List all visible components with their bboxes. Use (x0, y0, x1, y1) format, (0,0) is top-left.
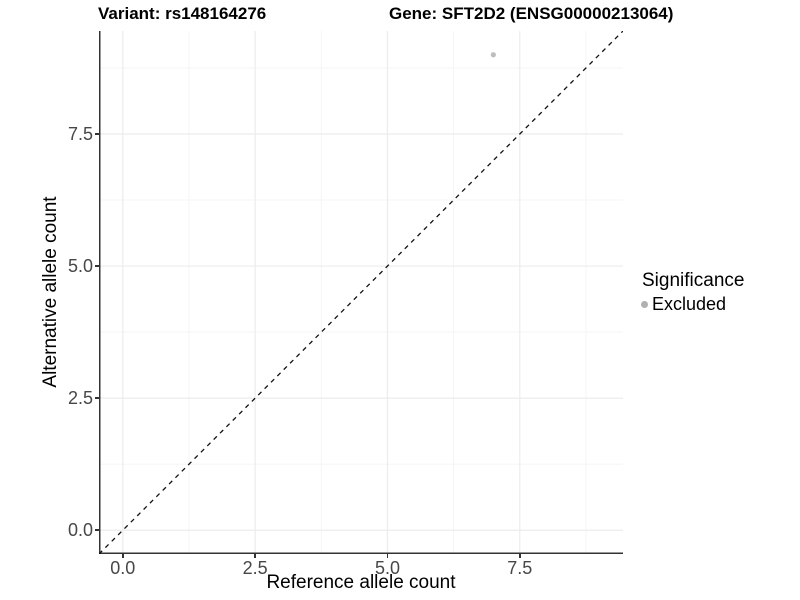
x-tick-label: 7.5 (507, 558, 533, 578)
x-tick-mark (122, 554, 124, 558)
x-tick-mark (519, 554, 521, 558)
legend-title: Significance (642, 270, 745, 291)
y-tick-label: 7.5 (67, 124, 93, 144)
plot-title-variant: Variant: rs148164276 (98, 4, 267, 23)
legend-item-label: Excluded (652, 294, 727, 314)
x-tick-label: 0.0 (110, 558, 136, 578)
x-axis-title: Reference allele count (266, 572, 456, 593)
y-tick-label: 0.0 (67, 520, 93, 541)
x-tick-label: 5.0 (374, 558, 400, 578)
x-tick-mark (386, 554, 389, 558)
x-tick-mark (254, 554, 256, 558)
y-tick-label: 2.5 (67, 388, 93, 409)
y-tick-mark (95, 265, 99, 267)
identity-reference-line (99, 31, 623, 554)
plot-title-gene: Gene: SFT2D2 (ENSG00000213064) (389, 4, 674, 23)
y-tick-mark (95, 529, 99, 531)
legend: Significance Excluded (640, 270, 744, 315)
y-axis-title: Alternative allele count (40, 196, 61, 388)
y-tick-mark (95, 133, 99, 135)
legend-item-excluded: Excluded (640, 294, 744, 315)
data-point (490, 52, 496, 58)
y-tick-mark (95, 397, 99, 399)
plot-panel (99, 31, 623, 554)
legend-point-icon (641, 301, 648, 308)
x-tick-label: 2.5 (242, 558, 268, 578)
y-tick-label: 5.0 (67, 256, 93, 277)
